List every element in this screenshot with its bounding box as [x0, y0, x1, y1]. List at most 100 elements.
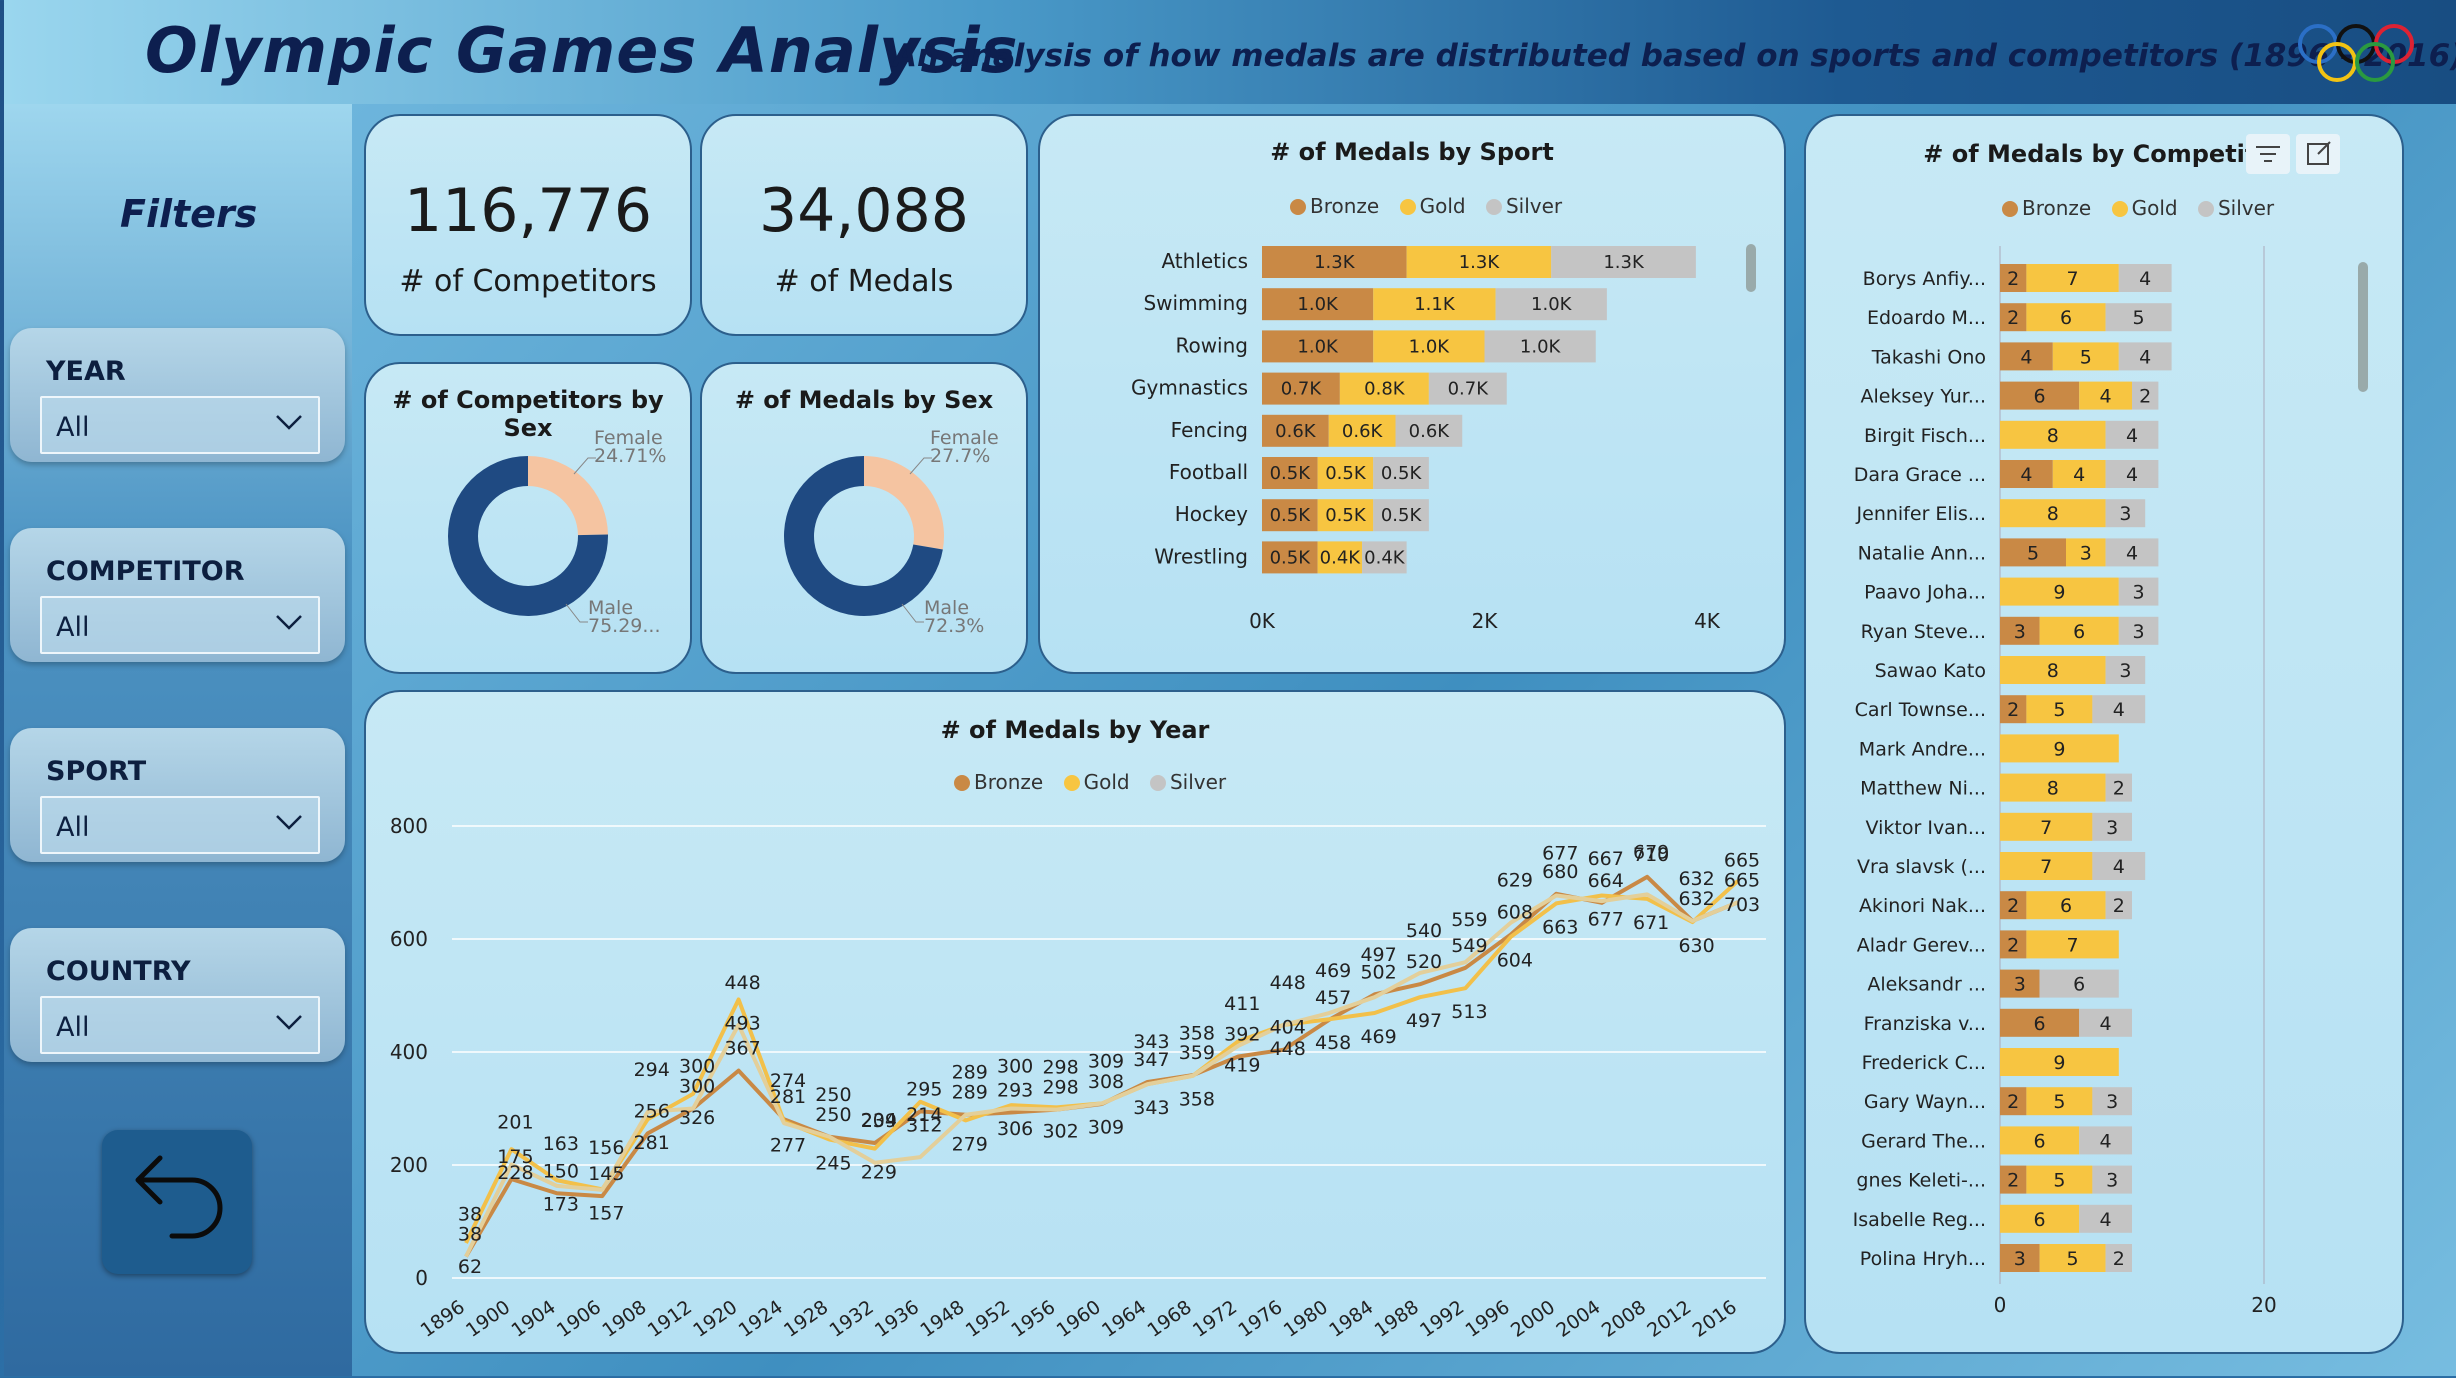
year-data-label-gold: 279	[952, 1133, 988, 1155]
sport-bar-label: 0.5K	[1270, 463, 1312, 484]
competitor-bar-gold	[2000, 577, 2119, 606]
sport-bar-bronze	[1262, 499, 1318, 532]
year-x-tick: 2016	[1689, 1296, 1741, 1342]
sport-bar-silver	[1395, 414, 1463, 447]
donut-slice-female	[528, 456, 608, 536]
competitor-bar-label: 3	[2106, 1091, 2118, 1113]
competitor-bar-silver	[2039, 969, 2119, 998]
year-data-label-silver: 298	[1042, 1057, 1078, 1079]
competitor-x-tick: 0	[1994, 1293, 2007, 1317]
competitor-bar-label: 4	[2100, 386, 2112, 408]
competitor-category-label: Natalie Ann...	[1858, 542, 1986, 564]
competitor-category-label: Polina Hryh...	[1860, 1248, 1986, 1270]
sport-bar-bronze	[1262, 288, 1374, 321]
legend-bronze: Bronze	[1290, 194, 1379, 218]
competitor-bar-label: 4	[2020, 464, 2032, 486]
competitor-bar-gold	[2052, 460, 2106, 488]
filter-year-label: YEAR	[46, 356, 126, 387]
sport-bar-bronze	[1262, 541, 1318, 574]
filter-competitor-value: All	[56, 612, 90, 643]
sport-bar-label: 0.5K	[1381, 505, 1423, 526]
legend-silver: Silver	[1485, 194, 1562, 218]
back-button[interactable]	[102, 1130, 252, 1274]
competitor-category-label: Mark Andre...	[1859, 738, 1986, 760]
competitor-bar-label: 2	[2007, 1091, 2019, 1113]
competitor-category-label: Borys Anfiy...	[1863, 268, 1986, 290]
competitor-bar-gold	[2026, 1087, 2093, 1116]
sport-bar-gold	[1317, 541, 1363, 574]
competitor-bar-label: 4	[2126, 425, 2138, 447]
sport-bar-silver	[1428, 372, 1507, 405]
competitor-bar-gold	[2079, 381, 2132, 410]
competitor-bar-gold	[2000, 852, 2093, 880]
competitor-bar-label: 2	[2007, 699, 2019, 721]
competitor-bar-silver	[2105, 420, 2159, 449]
year-data-label-bronze: 298	[1042, 1077, 1078, 1099]
competitor-bar-bronze	[2000, 616, 2040, 645]
donut-slice-female	[864, 456, 944, 550]
year-x-tick: 1948	[916, 1296, 968, 1342]
year-data-label-bronze: 281	[770, 1086, 806, 1108]
year-data-label-gold: 62	[458, 1256, 482, 1278]
year-data-label-gold: 229	[861, 1162, 897, 1184]
competitor-bar-gold	[2026, 930, 2119, 959]
competitor-bar-label: 8	[2047, 660, 2059, 682]
year-x-tick: 1992	[1416, 1296, 1468, 1342]
sport-bar-label: 1.0K	[1297, 294, 1339, 315]
sport-bar-bronze	[1262, 414, 1329, 447]
competitor-bar-label: 2	[2007, 307, 2019, 329]
legend-silver: Silver	[2197, 196, 2274, 220]
competitor-bar-bronze	[2000, 1165, 2027, 1194]
year-x-tick: 1928	[780, 1296, 832, 1342]
year-x-tick: 1984	[1325, 1296, 1377, 1342]
year-data-label-silver: 204	[861, 1110, 897, 1132]
filter-year-dropdown[interactable]: All	[40, 396, 320, 454]
donut-leader-male	[565, 603, 588, 623]
year-data-label-gold: 448	[1270, 1038, 1306, 1060]
competitor-bar-gold	[2026, 1165, 2093, 1194]
filter-country-dropdown[interactable]: All	[40, 996, 320, 1054]
competitor-bar-label: 2	[2007, 1170, 2019, 1192]
year-line-silver	[464, 892, 1739, 1258]
competitor-category-label: Birgit Fisch...	[1864, 425, 1986, 447]
competitor-bar-silver	[2105, 1244, 2132, 1272]
year-x-tick: 1912	[644, 1296, 696, 1342]
competitor-bar-bronze	[2000, 342, 2053, 371]
year-data-label-silver: 540	[1406, 920, 1442, 942]
year-data-label-bronze: 664	[1588, 870, 1624, 892]
competitor-bar-silver	[2105, 891, 2132, 920]
sport-bar-label: 0.6K	[1342, 421, 1384, 442]
year-data-label-bronze: 239	[861, 1110, 897, 1132]
competitor-bar-label: 7	[2040, 856, 2052, 878]
sport-bar-label: 0.6K	[1275, 421, 1317, 442]
competitor-x-tick: 20	[2251, 1293, 2276, 1317]
sport-bar-label: 0.7K	[1448, 379, 1490, 400]
year-x-tick: 1980	[1280, 1296, 1332, 1342]
competitor-bar-label: 4	[2100, 1013, 2112, 1035]
competitor-bar-label: 7	[2067, 934, 2079, 956]
filter-icon[interactable]	[2246, 134, 2290, 174]
filter-competitor-dropdown[interactable]: All	[40, 596, 320, 654]
year-x-tick: 1908	[598, 1296, 650, 1342]
competitors-by-sex-title: # of Competitors by Sex	[392, 386, 664, 442]
sport-bar-label: 0.5K	[1270, 547, 1312, 568]
year-data-label-silver: 448	[1270, 972, 1306, 994]
legend-gold: Gold	[1063, 770, 1130, 794]
competitor-bar-label: 6	[2060, 307, 2072, 329]
year-x-tick: 2008	[1598, 1296, 1650, 1342]
focus-mode-icon[interactable]	[2296, 134, 2340, 174]
sport-bar-silver	[1362, 541, 1407, 574]
sport-scrollbar[interactable]	[1746, 244, 1756, 292]
competitor-scrollbar[interactable]	[2358, 262, 2368, 392]
year-data-label-bronze: 145	[588, 1163, 624, 1185]
donut-value-female: 27.7%	[930, 445, 990, 467]
sport-bar-silver	[1495, 288, 1607, 321]
competitor-bar-label: 6	[2034, 1209, 2046, 1231]
competitor-bar-label: 9	[2053, 1052, 2065, 1074]
filter-sport-dropdown[interactable]: All	[40, 796, 320, 854]
year-data-label-gold: 663	[1542, 916, 1578, 938]
year-data-label-bronze: 502	[1360, 961, 1396, 983]
year-data-label-silver: 448	[724, 972, 760, 994]
